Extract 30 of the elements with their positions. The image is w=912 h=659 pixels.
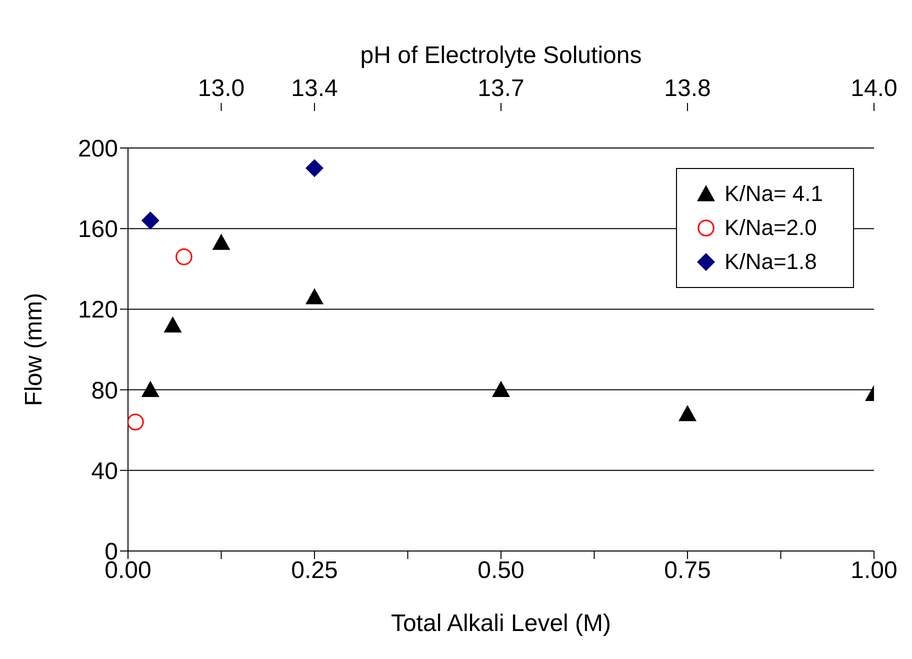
annotation: 14.0 <box>850 75 898 102</box>
x-tick-label: 0.25 <box>291 557 338 584</box>
point <box>164 316 182 333</box>
y-axis-title: Flow (mm) <box>20 292 48 406</box>
y-tick-label: 40 <box>91 458 118 485</box>
annotation: 13.7 <box>478 75 524 102</box>
y-tick-label: 80 <box>91 377 118 404</box>
y-tick-label: 160 <box>78 216 118 244</box>
x2-axis-title: pH of Electrolyte Solutions <box>360 42 642 69</box>
annotation: 13.8 <box>664 75 711 102</box>
point <box>212 234 230 250</box>
y-tick-label: 120 <box>78 296 118 324</box>
x-tick-label: 0.75 <box>664 557 711 584</box>
point <box>492 380 510 397</box>
annotation: 13.4 <box>291 75 338 102</box>
y-tick-label: 200 <box>78 136 118 163</box>
annotation: 13.0 <box>198 75 245 102</box>
point <box>176 248 192 266</box>
point <box>141 380 160 397</box>
point <box>678 404 696 422</box>
x-tick-label: 1.00 <box>850 557 898 584</box>
point <box>128 414 144 430</box>
point <box>306 288 324 304</box>
x-tick-label: 0.50 <box>478 557 524 584</box>
point <box>306 159 324 178</box>
legend-label: K/Na=1.8 <box>724 249 817 275</box>
legend-label: K/Na=2.0 <box>724 215 817 241</box>
legend-label: K/Na= 4.1 <box>724 181 823 207</box>
x-axis-title: Total Alkali Level (M) <box>390 610 612 637</box>
point <box>141 212 160 230</box>
